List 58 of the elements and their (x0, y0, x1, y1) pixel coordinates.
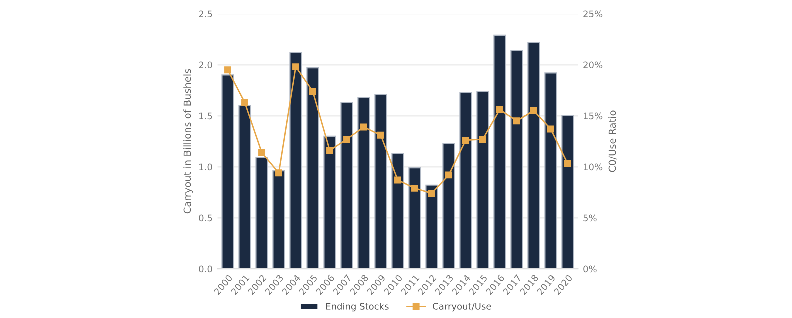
bar (358, 97, 370, 270)
y2-tick-label: 0% (584, 266, 597, 273)
y-tick-label: 1.5 (200, 112, 212, 120)
point (344, 136, 350, 143)
y-tick-label: 2.0 (199, 62, 212, 69)
bar (272, 170, 286, 270)
y-axis-title: Carryout in Billions of Bushels (184, 69, 194, 214)
y2-tick-label: 20% (584, 62, 603, 69)
bar (306, 68, 320, 270)
y2-axis-title: C0/Use Ratio (608, 110, 617, 172)
bar (238, 105, 252, 270)
bar (494, 34, 506, 270)
point (258, 149, 266, 156)
point (242, 99, 248, 106)
legend-label: Carryout/Use (433, 303, 492, 312)
point (428, 190, 436, 198)
bar (426, 184, 438, 270)
y-tick-label: 0.5 (199, 214, 212, 222)
bar (256, 157, 268, 270)
point (378, 132, 384, 139)
bar (290, 52, 302, 270)
bar (544, 72, 558, 270)
point (496, 106, 504, 114)
point (310, 88, 316, 95)
point (394, 176, 402, 184)
point (446, 172, 452, 179)
point (530, 107, 538, 114)
y2-tick-label: 25% (584, 10, 603, 18)
bar (510, 50, 524, 270)
y-tick-label: 2.5 (199, 10, 212, 18)
point (462, 137, 470, 144)
y2-tick-label: 10% (584, 164, 603, 171)
point (292, 64, 300, 71)
bar (392, 153, 404, 270)
point (276, 170, 282, 177)
point (412, 184, 418, 192)
bar (324, 136, 336, 270)
y-tick-label: 0.0 (199, 266, 212, 273)
bar (562, 115, 574, 270)
y2-tick-label: 15% (584, 112, 603, 120)
y2-tick-label: 5% (584, 214, 597, 222)
y-tick-label: 1.0 (200, 164, 212, 171)
bar (374, 94, 388, 270)
bar (460, 92, 472, 270)
bar (476, 90, 490, 270)
bar (442, 142, 456, 270)
point (480, 136, 486, 143)
bar (222, 74, 234, 270)
bar (408, 167, 422, 270)
bar (528, 42, 540, 270)
point (564, 160, 572, 168)
bar (340, 102, 354, 270)
point (326, 147, 334, 154)
point (360, 124, 368, 131)
point (547, 126, 554, 133)
point (513, 118, 520, 125)
point (224, 66, 232, 74)
legend-label: Ending Stocks (326, 302, 389, 312)
